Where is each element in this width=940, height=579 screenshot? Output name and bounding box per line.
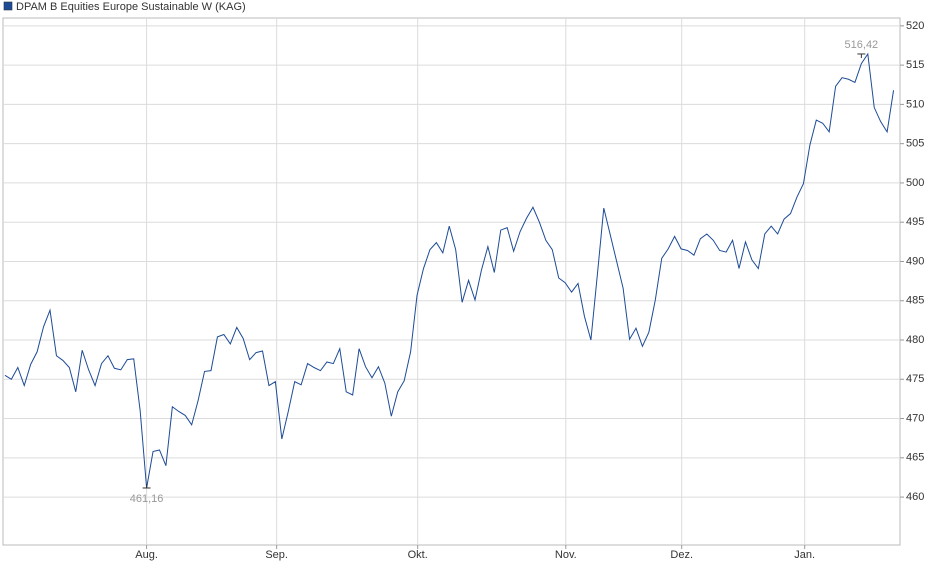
y-tick-label: 485 [906,295,924,307]
legend-swatch [3,1,13,11]
x-tick-label: Aug. [135,549,158,561]
x-tick-label: Nov. [555,549,577,561]
y-tick-label: 465 [906,452,924,464]
x-tick-label: Jan. [794,549,815,561]
price-line [4,52,895,489]
extreme-label: 461,16 [130,493,164,505]
plot-frame [2,17,901,546]
y-tick-label: 500 [906,177,924,189]
y-tick-label: 460 [906,491,924,503]
x-tick-label: Dez. [670,549,693,561]
y-tick-label: 495 [906,216,924,228]
extreme-label: 516,42 [845,39,879,51]
y-tick-label: 470 [906,412,924,424]
y-tick-label: 475 [906,373,924,385]
x-tick-label: Sep. [265,549,288,561]
y-tick-label: 515 [906,59,924,71]
legend-label: DPAM B Equities Europe Sustainable W (KA… [16,1,246,13]
y-tick-label: 505 [906,138,924,150]
y-tick-label: 490 [906,255,924,267]
x-tick-label: Okt. [408,549,428,561]
y-tick-label: 510 [906,98,924,110]
y-tick-label: 520 [906,20,924,32]
y-tick-label: 480 [906,334,924,346]
